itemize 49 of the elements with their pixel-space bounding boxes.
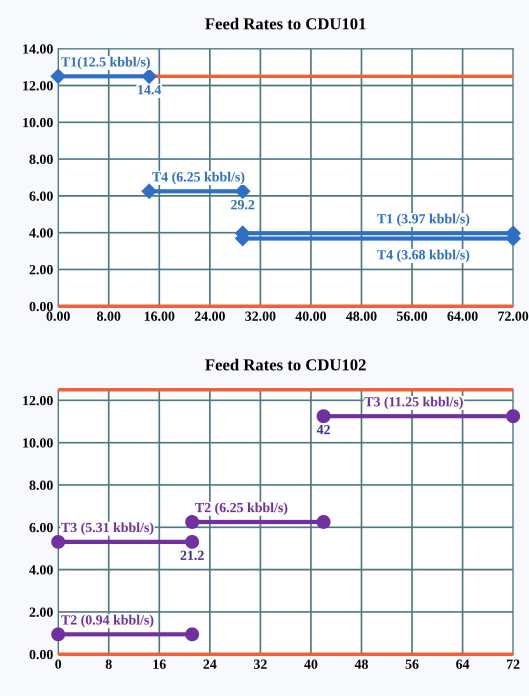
y-tick-label: 10.00 — [23, 438, 53, 448]
annotation: T4 (6.25 kbbl/s) — [152, 172, 244, 184]
annotation: T3 (5.31 kbbl/s) — [61, 522, 154, 535]
annotation: 42 — [316, 424, 330, 434]
y-tick-label: 0.00 — [30, 302, 53, 312]
x-tick-label: 32 — [254, 660, 267, 669]
y-tick-label: 6.00 — [30, 522, 53, 532]
annotation: T2 (0.94 kbbl/s) — [61, 614, 154, 628]
x-tick-label: 16 — [153, 660, 166, 669]
y-tick-label: 8.00 — [29, 154, 53, 164]
y-tick-label: 4.00 — [29, 565, 53, 575]
annotation: T1(12.5 kbbl/s) — [61, 56, 150, 70]
annotation: 29.2 — [231, 200, 254, 210]
y-tick-label: 4.00 — [29, 228, 53, 238]
y-tick-label: 2.00 — [30, 265, 53, 274]
x-tick-label: 72 — [506, 660, 520, 669]
chart-title: Feed Rates to CDU102 — [205, 358, 366, 370]
x-tick-label: 56 — [406, 660, 419, 669]
x-tick-label: 8.00 — [97, 312, 120, 321]
x-tick-label: 24 — [203, 660, 217, 669]
annotation: T2 (6.25 kbbl/s) — [195, 502, 288, 516]
y-tick-label: 10.00 — [23, 118, 53, 128]
x-tick-label: 8 — [106, 660, 112, 669]
y-tick-label: 8.00 — [29, 480, 53, 490]
annotation: T3 (11.25 kbbl/s) — [364, 396, 463, 410]
x-tick-label: 56.00 — [396, 312, 428, 321]
x-tick-label: 0.00 — [46, 312, 70, 321]
y-tick-label: 6.00 — [30, 191, 53, 201]
y-tick-label: 12.00 — [23, 396, 53, 406]
x-tick-label: 48 — [354, 660, 368, 669]
x-tick-label: 72.00 — [498, 312, 528, 321]
x-tick-label: 48.00 — [346, 312, 377, 321]
x-tick-label: 64.00 — [447, 312, 478, 321]
y-tick-label: 2.00 — [30, 608, 53, 617]
annotation: T4 (3.68 kbbl/s) — [377, 250, 470, 262]
chart-title: Feed Rates to CDU101 — [205, 18, 366, 30]
y-tick-label: 12.00 — [23, 81, 53, 91]
y-tick-label: 14.00 — [23, 44, 53, 54]
y-tick-label: 0.00 — [30, 650, 53, 660]
x-tick-label: 32.00 — [245, 312, 276, 321]
x-tick-label: 40.00 — [296, 312, 326, 321]
annotation: 21.2 — [180, 550, 204, 560]
x-tick-label: 40 — [304, 660, 318, 669]
x-tick-label: 24.00 — [194, 312, 225, 321]
x-tick-label: 0 — [55, 660, 62, 669]
annotation: T1 (3.97 kbbl/s) — [377, 214, 470, 226]
x-tick-label: 64 — [456, 660, 470, 669]
annotation: 14.4 — [138, 85, 162, 94]
x-tick-label: 16.00 — [144, 312, 174, 321]
